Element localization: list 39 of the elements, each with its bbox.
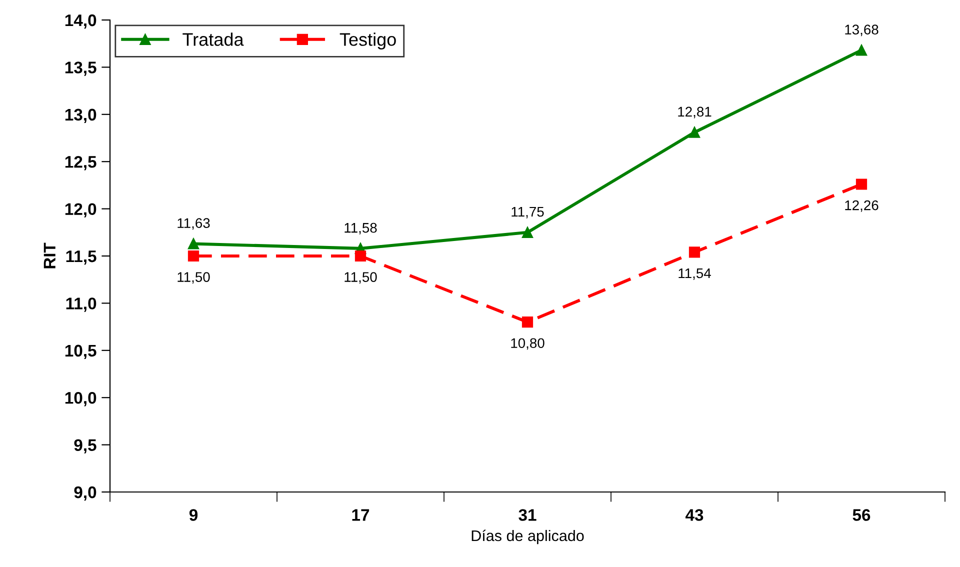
point [354, 250, 366, 262]
data-label: 13,68 [845, 24, 878, 36]
x-tick-label: 31 [518, 509, 536, 521]
x-tick-label: 17 [352, 509, 370, 521]
y-tick-label: 12,0 [65, 203, 96, 218]
x-tick-label: 9 [189, 509, 198, 521]
y-tick-label: 9,0 [74, 486, 96, 501]
data-label: 11,50 [344, 272, 377, 284]
y-tick-label: 11,5 [66, 250, 96, 265]
legend-label: Tratada [182, 32, 244, 46]
x-tick-label: 43 [685, 509, 704, 521]
y-tick-label: 10,5 [65, 344, 96, 360]
data-label: 11,54 [678, 268, 711, 280]
y-tick-label: 11,0 [66, 298, 96, 312]
data-label: 11,58 [344, 222, 377, 234]
point [688, 126, 700, 138]
data-label: 12,26 [845, 200, 878, 212]
data-label: 11,75 [512, 206, 544, 218]
y-tick-label: 12,5 [65, 156, 96, 170]
y-axis-title: RIT [44, 242, 56, 268]
point [188, 238, 200, 250]
data-label: 12,81 [678, 106, 712, 118]
data-label: 10,80 [511, 338, 544, 350]
point [856, 178, 868, 190]
data-label: 11,63 [178, 218, 210, 230]
point [688, 246, 700, 258]
point [856, 44, 868, 56]
y-tick-label: 10,0 [65, 392, 96, 406]
y-tick-label: 13,5 [65, 62, 96, 76]
data-label: 11,50 [178, 272, 210, 284]
y-tick-label: 9,5 [74, 439, 96, 454]
legend-label: Testigo [340, 32, 396, 50]
point [522, 226, 534, 238]
x-axis-title: Días de aplicado [472, 530, 584, 544]
point [522, 316, 534, 328]
x-tick-label: 56 [852, 509, 870, 521]
y-tick-label: 13,0 [65, 108, 96, 124]
point [188, 250, 200, 262]
y-tick-label: 14,0 [65, 14, 96, 29]
